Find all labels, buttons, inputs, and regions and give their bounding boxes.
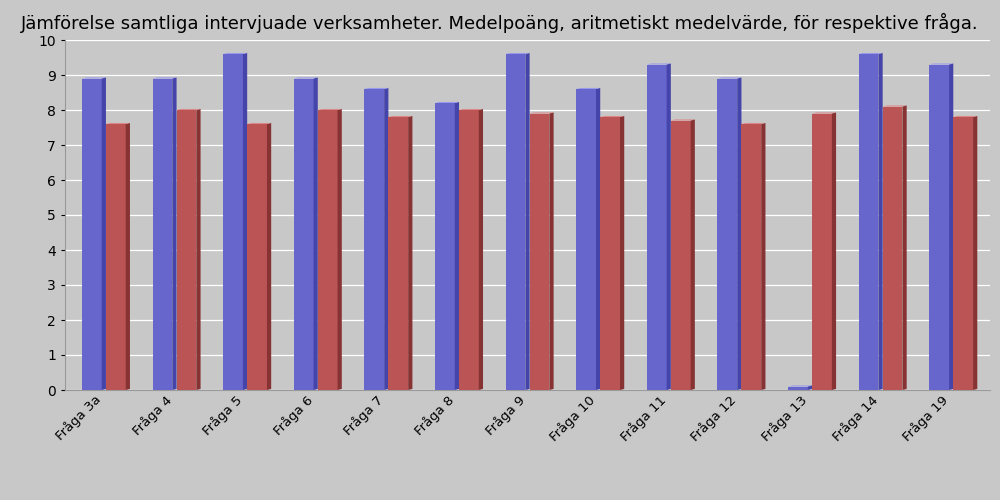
Polygon shape	[364, 88, 388, 89]
Polygon shape	[878, 53, 883, 390]
Polygon shape	[530, 114, 549, 390]
Polygon shape	[667, 64, 671, 390]
Polygon shape	[294, 78, 314, 390]
Polygon shape	[525, 53, 530, 390]
Text: Jämförelse samtliga intervjuade verksamheter. Medelpoäng, aritmetiskt medelvärde: Jämförelse samtliga intervjuade verksamh…	[21, 12, 979, 32]
Polygon shape	[364, 89, 384, 390]
Polygon shape	[576, 88, 600, 89]
Polygon shape	[82, 78, 102, 390]
Polygon shape	[788, 386, 808, 390]
Polygon shape	[435, 102, 459, 103]
Polygon shape	[761, 123, 765, 390]
Polygon shape	[267, 123, 271, 390]
Polygon shape	[153, 78, 172, 390]
Polygon shape	[530, 112, 554, 114]
Polygon shape	[106, 123, 130, 124]
Polygon shape	[859, 54, 878, 390]
Polygon shape	[435, 103, 455, 390]
Polygon shape	[859, 53, 883, 54]
Polygon shape	[600, 116, 624, 117]
Polygon shape	[318, 110, 338, 390]
Polygon shape	[812, 114, 832, 390]
Polygon shape	[647, 64, 667, 390]
Polygon shape	[314, 78, 318, 390]
Polygon shape	[177, 110, 196, 390]
Polygon shape	[408, 116, 412, 390]
Polygon shape	[953, 117, 973, 390]
Polygon shape	[717, 78, 737, 390]
Polygon shape	[196, 109, 201, 390]
Polygon shape	[741, 124, 761, 390]
Polygon shape	[506, 54, 525, 390]
Polygon shape	[953, 116, 977, 117]
Polygon shape	[455, 102, 459, 390]
Polygon shape	[549, 112, 554, 390]
Polygon shape	[808, 386, 812, 390]
Polygon shape	[459, 110, 479, 390]
Polygon shape	[106, 124, 126, 390]
Polygon shape	[243, 53, 247, 390]
Polygon shape	[177, 109, 201, 110]
Polygon shape	[737, 78, 741, 390]
Polygon shape	[902, 106, 907, 390]
Polygon shape	[671, 120, 691, 390]
Polygon shape	[384, 88, 388, 390]
Polygon shape	[600, 117, 620, 390]
Polygon shape	[318, 109, 342, 110]
Polygon shape	[223, 54, 243, 390]
Polygon shape	[126, 123, 130, 390]
Polygon shape	[506, 53, 530, 54]
Polygon shape	[479, 109, 483, 390]
Polygon shape	[832, 112, 836, 390]
Polygon shape	[949, 64, 953, 390]
Polygon shape	[929, 64, 949, 390]
Polygon shape	[223, 53, 247, 54]
Polygon shape	[247, 124, 267, 390]
Polygon shape	[620, 116, 624, 390]
Polygon shape	[812, 112, 836, 114]
Polygon shape	[102, 78, 106, 390]
Polygon shape	[247, 123, 271, 124]
Polygon shape	[596, 88, 600, 390]
Polygon shape	[388, 117, 408, 390]
Polygon shape	[172, 78, 177, 390]
Polygon shape	[973, 116, 977, 390]
Polygon shape	[741, 123, 765, 124]
Polygon shape	[576, 89, 596, 390]
Polygon shape	[338, 109, 342, 390]
Polygon shape	[883, 106, 902, 390]
Polygon shape	[388, 116, 412, 117]
Polygon shape	[459, 109, 483, 110]
Polygon shape	[691, 120, 695, 390]
